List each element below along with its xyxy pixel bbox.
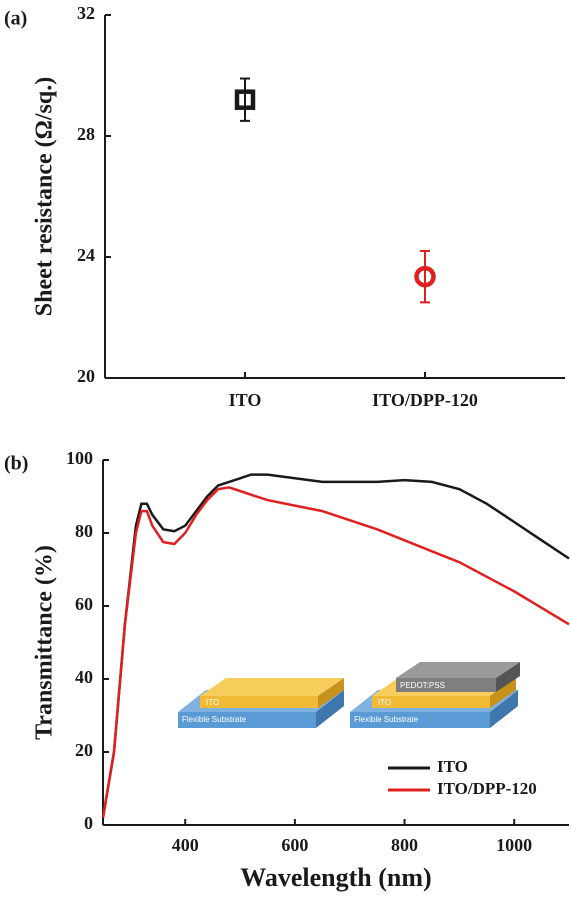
x-axis-label: Wavelength (nm)	[240, 863, 431, 892]
layer-front	[350, 712, 490, 728]
x-tick-label: 600	[281, 835, 308, 855]
y-tick-label: 80	[75, 521, 93, 541]
x-tick-label: 800	[391, 835, 418, 855]
layer-side	[490, 678, 516, 708]
legend-label: ITO	[437, 757, 468, 776]
x-tick-label: ITO/DPP-120	[372, 390, 478, 410]
layer-side	[316, 690, 344, 728]
x-tick-label: 1000	[496, 835, 532, 855]
layer-side	[318, 678, 344, 708]
marker	[234, 89, 256, 110]
x-tick-label: 400	[172, 835, 199, 855]
y-tick-label: 20	[77, 366, 95, 386]
y-axis-label: Transmittance (%)	[32, 545, 58, 740]
y-tick-label: 20	[75, 740, 93, 760]
layer-front	[396, 678, 496, 692]
data-line	[101, 486, 570, 818]
panel-label: (a)	[4, 8, 27, 30]
y-tick-label: 60	[75, 594, 93, 614]
inset-label: Flexible Substrate	[354, 715, 419, 724]
data-line	[101, 473, 570, 818]
layer-side	[496, 662, 520, 692]
layer-top	[200, 678, 344, 696]
layer-front	[372, 696, 490, 708]
inset-label: PEDOT:PSS	[400, 681, 445, 690]
layer-side	[490, 690, 518, 728]
layer-top	[396, 662, 520, 678]
inset-label: ITO	[206, 698, 219, 707]
layer-front	[200, 696, 318, 708]
x-tick-label: ITO	[229, 390, 262, 410]
marker	[414, 265, 436, 288]
y-tick-label: 28	[77, 124, 95, 144]
y-tick-label: 32	[77, 3, 95, 23]
panel-label: (b)	[4, 453, 28, 475]
legend-label: ITO/DPP-120	[437, 779, 537, 798]
layer-front	[178, 712, 316, 728]
y-tick-label: 40	[75, 667, 93, 687]
y-tick-label: 0	[84, 813, 93, 833]
inset-label: Flexible Substrate	[182, 715, 247, 724]
y-tick-label: 100	[66, 448, 93, 468]
inset-label: ITO	[378, 698, 391, 707]
y-tick-label: 24	[77, 245, 95, 265]
y-axis-label: Sheet resistance (Ω/sq.)	[32, 77, 58, 316]
